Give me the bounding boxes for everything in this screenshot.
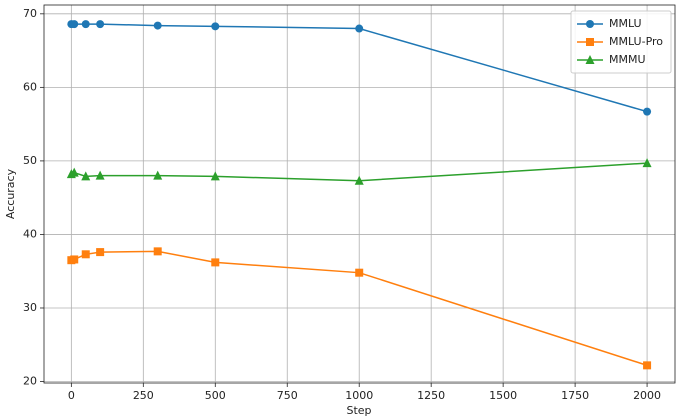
- plot-frame: [43, 4, 676, 384]
- legend-marker: [585, 55, 595, 64]
- data-point: [642, 158, 652, 168]
- x-tick-label: 250: [133, 389, 154, 402]
- y-tick-label: 70: [23, 7, 37, 20]
- legend-box: [570, 10, 672, 74]
- legend: MMLU MMLU-Pro MMMU: [570, 10, 672, 74]
- x-tick-label: 750: [277, 389, 298, 402]
- data-point: [96, 20, 105, 29]
- y-tick-label: 30: [23, 301, 37, 314]
- data-point: [96, 248, 105, 257]
- data-point: [153, 170, 163, 180]
- data-point: [211, 258, 220, 267]
- y-tick-label: 50: [23, 154, 37, 167]
- data-point: [153, 21, 162, 30]
- data-point: [70, 20, 79, 29]
- x-tick-label: 1000: [345, 389, 373, 402]
- data-point: [81, 20, 90, 29]
- data-point: [354, 175, 364, 185]
- legend-label: MMLU: [609, 17, 642, 30]
- legend-label: MMMU: [609, 53, 646, 66]
- x-tick-label: 2000: [633, 389, 661, 402]
- y-tick-label: 40: [23, 227, 37, 240]
- data-point: [211, 22, 220, 31]
- x-axis-label: Step: [346, 404, 371, 417]
- data-point: [643, 361, 652, 370]
- legend-label: MMLU-Pro: [609, 35, 663, 48]
- y-tick-label: 20: [23, 375, 37, 388]
- data-point: [153, 247, 162, 256]
- data-point: [81, 250, 90, 259]
- data-point: [355, 24, 364, 33]
- data-point: [95, 170, 105, 180]
- legend-marker: [586, 38, 594, 46]
- x-tick-label: 1250: [417, 389, 445, 402]
- data-point: [81, 171, 91, 181]
- data-point: [69, 167, 79, 177]
- y-axis-label: Accuracy: [4, 168, 17, 219]
- data-point: [355, 268, 364, 277]
- data-point: [643, 107, 652, 116]
- x-tick-label: 500: [205, 389, 226, 402]
- y-tick-label: 60: [23, 80, 37, 93]
- legend-marker: [586, 20, 594, 28]
- x-tick-label: 1500: [489, 389, 517, 402]
- x-tick-label: 1750: [561, 389, 589, 402]
- x-tick-label: 0: [68, 389, 75, 402]
- data-point: [70, 255, 79, 264]
- data-point: [210, 171, 220, 181]
